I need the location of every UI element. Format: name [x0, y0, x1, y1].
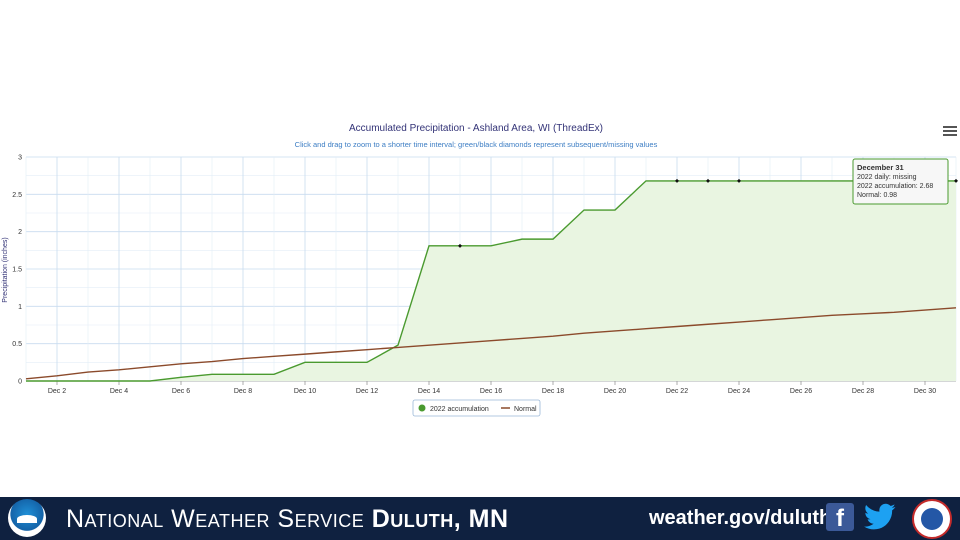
- nws-footer-banner: National Weather Service Duluth, MN weat…: [0, 497, 960, 540]
- chart-tooltip: December 31 2022 daily: missing 2022 acc…: [852, 158, 949, 205]
- x-tick-label: Dec 22: [666, 388, 688, 395]
- footer-title-bold: Duluth, MN: [371, 505, 509, 533]
- menu-bar-icon: [943, 126, 957, 128]
- menu-bar-icon: [943, 134, 957, 136]
- missing-value-marker[interactable]: [737, 178, 741, 183]
- twitter-icon[interactable]: [864, 503, 896, 531]
- tooltip-line-accumulation: 2022 accumulation: 2.68: [857, 183, 933, 190]
- legend-box: [412, 399, 541, 417]
- missing-value-marker[interactable]: [675, 178, 679, 183]
- tooltip-title: December 31: [857, 163, 904, 172]
- menu-bar-icon: [943, 130, 957, 132]
- chart-title: Accumulated Precipitation - Ashland Area…: [349, 123, 603, 134]
- tooltip-box: [852, 158, 949, 205]
- x-tick-label: Dec 28: [852, 388, 874, 395]
- x-tick-label: Dec 14: [418, 388, 440, 395]
- noaa-logo-icon[interactable]: [8, 499, 46, 537]
- chart-legend[interactable]: 2022 accumulation Normal: [412, 399, 541, 417]
- chart-subtitle: Click and drag to zoom to a shorter time…: [295, 140, 658, 149]
- legend-label-2022-accumulation[interactable]: 2022 accumulation: [430, 406, 489, 413]
- missing-value-marker[interactable]: [706, 178, 710, 183]
- noaa-bird-icon: [17, 515, 37, 523]
- y-tick-label: 2.5: [12, 192, 22, 199]
- y-tick-label: 1: [18, 304, 22, 311]
- tooltip-line-normal: Normal: 0.98: [857, 192, 897, 199]
- y-tick-label: 2: [18, 229, 22, 236]
- x-tick-label: Dec 20: [604, 388, 626, 395]
- facebook-icon[interactable]: f: [826, 503, 854, 532]
- x-tick-label: Dec 6: [172, 388, 190, 395]
- nws-logo-icon[interactable]: [912, 499, 952, 539]
- legend-label-normal[interactable]: Normal: [514, 406, 537, 413]
- x-tick-label: Dec 12: [356, 388, 378, 395]
- missing-value-marker[interactable]: [954, 178, 958, 183]
- footer-url-link[interactable]: weather.gov/duluth: [649, 507, 832, 529]
- x-tick-label: Dec 30: [914, 388, 936, 395]
- tooltip-line-daily: 2022 daily: missing: [857, 174, 917, 181]
- x-tick-label: Dec 10: [294, 388, 316, 395]
- y-tick-label: 0: [18, 379, 22, 386]
- footer-title: National Weather Service Duluth, MN: [66, 505, 509, 534]
- legend-marker-2022-accumulation: [418, 404, 426, 412]
- x-tick-label: Dec 26: [790, 388, 812, 395]
- normal-series-line[interactable]: [25, 307, 957, 380]
- footer-title-regular: National Weather Service: [66, 505, 372, 533]
- x-tick-label: Dec 18: [542, 388, 564, 395]
- x-tick-label: Dec 4: [110, 388, 128, 395]
- missing-value-marker[interactable]: [458, 243, 462, 248]
- accumulation-area-fill: [26, 180, 956, 381]
- x-tick-label: Dec 16: [480, 388, 502, 395]
- y-tick-label: 0.5: [12, 341, 22, 348]
- chart-menu-button[interactable]: [942, 124, 958, 138]
- accumulation-series-line[interactable]: [26, 180, 956, 382]
- x-tick-label: Dec 8: [234, 388, 252, 395]
- y-tick-label: 3: [18, 155, 22, 162]
- x-tick-label: Dec 2: [48, 388, 66, 395]
- x-tick-label: Dec 24: [728, 388, 750, 395]
- y-axis-label: Precipitation (inches): [2, 237, 9, 302]
- precipitation-chart[interactable]: Accumulated Precipitation - Ashland Area…: [0, 110, 960, 420]
- y-tick-label: 1.5: [12, 267, 22, 274]
- nws-logo-center: [921, 508, 943, 530]
